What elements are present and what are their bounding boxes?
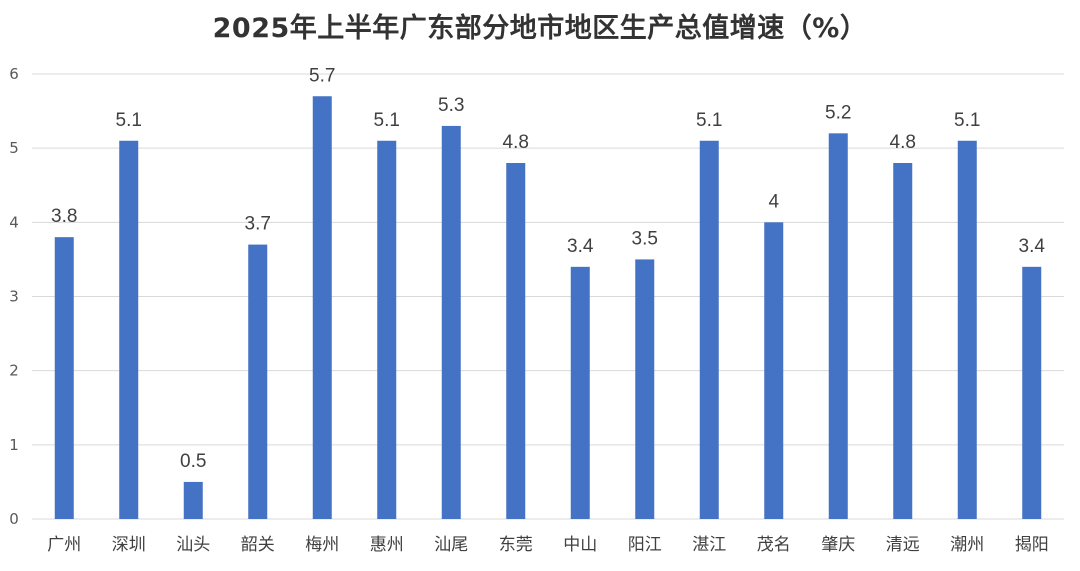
data-label: 5.1 — [954, 110, 980, 131]
bar — [506, 163, 526, 519]
y-tick-label: 3 — [9, 288, 19, 306]
data-label: 4.8 — [890, 132, 916, 153]
data-label: 3.4 — [567, 236, 594, 257]
x-tick-label: 东莞 — [499, 535, 533, 555]
data-label: 5.7 — [309, 65, 335, 86]
data-label: 0.5 — [180, 451, 206, 472]
bar — [764, 222, 784, 520]
y-axis-ticks: 0 1 2 3 4 5 6 — [9, 65, 19, 528]
data-label: 5.1 — [374, 110, 400, 131]
bar — [441, 125, 461, 520]
data-label: 5.3 — [438, 95, 464, 116]
bar — [828, 133, 848, 520]
y-tick-label: 0 — [9, 510, 19, 528]
bar — [635, 259, 655, 519]
x-axis-ticks: 广州 深圳 汕头 韶关 梅州 惠州 汕尾 东莞 中山 阳江 湛江 茂名 肇庆 清远 潮州 揭阳 — [47, 535, 1049, 555]
y-tick-label: 2 — [9, 362, 19, 380]
x-tick-label: 阳江 — [628, 535, 662, 555]
bar — [119, 140, 139, 519]
x-tick-label: 清远 — [886, 535, 920, 555]
y-tick-label: 6 — [9, 65, 19, 83]
bar — [699, 140, 719, 519]
y-tick-label: 5 — [9, 139, 19, 157]
bar — [248, 244, 268, 520]
x-tick-label: 茂名 — [757, 535, 791, 555]
x-tick-label: 梅州 — [305, 535, 339, 555]
data-label: 5.2 — [825, 102, 851, 123]
y-tick-label: 1 — [9, 436, 19, 454]
data-label: 3.5 — [632, 228, 658, 249]
data-label: 5.1 — [116, 110, 142, 131]
x-tick-label: 惠州 — [370, 535, 404, 555]
gridlines — [32, 73, 1064, 520]
data-label: 3.7 — [245, 214, 271, 235]
x-tick-label: 深圳 — [112, 535, 146, 555]
bar — [570, 266, 590, 519]
data-label: 3.4 — [1019, 236, 1046, 257]
data-label: 4.8 — [503, 132, 529, 153]
bar — [312, 96, 332, 519]
x-tick-label: 湛江 — [692, 535, 726, 555]
x-tick-label: 汕头 — [176, 535, 210, 555]
x-tick-label: 汕尾 — [434, 535, 468, 555]
x-tick-label: 揭阳 — [1015, 535, 1049, 555]
bar — [54, 237, 74, 519]
chart-title: 2025年上半年广东部分地市地区生产总值增速（%） — [212, 13, 868, 44]
data-label: 5.1 — [696, 110, 722, 131]
data-labels: 3.8 5.1 0.5 3.7 5.7 5.1 5.3 4.8 3.4 3.5 5.1 4 5.2 4.8… — [51, 65, 1045, 472]
x-tick-label: 韶关 — [241, 535, 275, 555]
bar — [183, 481, 203, 519]
x-tick-label: 广州 — [47, 535, 81, 555]
bar — [893, 163, 913, 519]
bar — [377, 140, 397, 519]
data-label: 3.8 — [51, 206, 77, 227]
y-tick-label: 4 — [9, 213, 19, 231]
data-label: 4 — [768, 191, 779, 212]
bars — [54, 96, 1042, 520]
bar — [1022, 266, 1042, 519]
bar — [957, 140, 977, 519]
x-tick-label: 肇庆 — [821, 535, 855, 555]
x-tick-label: 潮州 — [950, 535, 984, 555]
x-tick-label: 中山 — [563, 535, 597, 555]
